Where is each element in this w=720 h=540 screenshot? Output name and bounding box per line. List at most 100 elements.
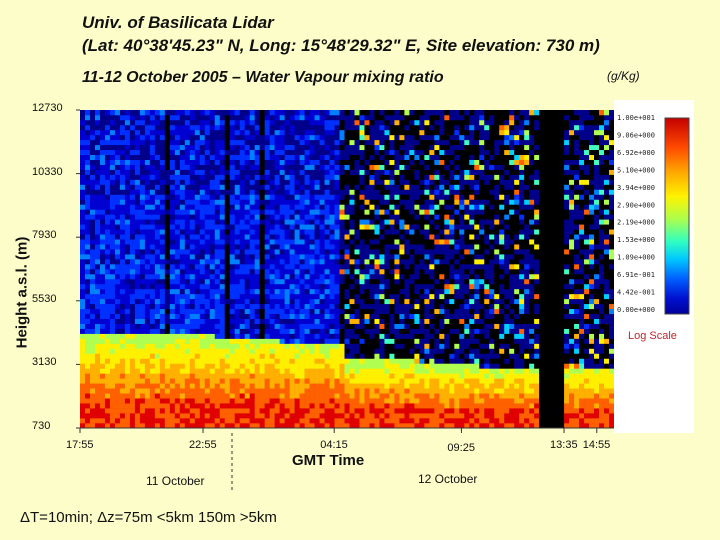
heatmap-cell: [204, 393, 211, 399]
heatmap-cell: [254, 403, 260, 409]
heatmap-cell: [389, 323, 395, 329]
heatmap-cell: [379, 164, 385, 170]
heatmap-cell: [99, 254, 106, 260]
heatmap-cell: [209, 184, 216, 190]
heatmap-cell: [184, 353, 191, 359]
heatmap-cell: [129, 308, 136, 315]
heatmap-cell: [159, 149, 166, 156]
heatmap-cell: [99, 328, 106, 334]
heatmap-cell: [109, 393, 116, 399]
heatmap-cell: [399, 368, 405, 374]
heatmap-cell: [219, 423, 226, 429]
heatmap-cell: [259, 149, 265, 156]
heatmap-cell: [254, 328, 260, 334]
heatmap-cell: [444, 119, 450, 126]
heatmap-cell: [139, 144, 146, 151]
heatmap-cell: [379, 288, 385, 295]
heatmap-cell: [294, 293, 300, 300]
heatmap-cell: [179, 293, 186, 300]
heatmap-cell: [80, 259, 86, 265]
heatmap-cell: [274, 283, 280, 290]
heatmap-cell: [339, 149, 345, 156]
heatmap-cell: [184, 239, 191, 245]
heatmap-cell: [334, 323, 340, 329]
heatmap-cell: [314, 169, 320, 175]
heatmap-cell: [444, 393, 450, 399]
heatmap-cell: [249, 343, 255, 349]
heatmap-cell: [289, 333, 295, 339]
heatmap-cell: [199, 164, 206, 170]
heatmap-cell: [419, 219, 425, 225]
heatmap-cell: [204, 423, 211, 429]
heatmap-cell: [299, 363, 305, 369]
heatmap-cell: [209, 373, 216, 379]
heatmap-cell: [234, 174, 240, 180]
heatmap-cell: [389, 264, 395, 270]
heatmap-cell: [214, 129, 221, 136]
heatmap-cell: [104, 219, 111, 225]
heatmap-cell: [194, 378, 201, 384]
heatmap-cell: [364, 398, 370, 404]
heatmap-cell: [434, 244, 440, 250]
heatmap-cell: [329, 114, 335, 121]
heatmap-cell: [304, 288, 310, 295]
heatmap-cell: [89, 388, 96, 394]
heatmap-cell: [349, 388, 355, 394]
heatmap-cell: [329, 313, 335, 319]
heatmap-cell: [459, 184, 465, 190]
heatmap-cell: [399, 403, 405, 409]
heatmap-cell: [369, 353, 375, 359]
heatmap-cell: [214, 134, 221, 141]
heatmap-cell: [289, 293, 295, 300]
heatmap-cell: [259, 134, 265, 141]
heatmap-cell: [84, 174, 91, 180]
heatmap-cell: [419, 234, 425, 240]
x-tick-label: 17:55: [66, 439, 94, 451]
heatmap-cell: [454, 229, 460, 235]
heatmap-cell: [389, 318, 395, 324]
heatmap-cell: [194, 318, 201, 324]
heatmap-cell: [429, 378, 435, 384]
heatmap-cell: [229, 363, 236, 369]
heatmap-cell: [129, 179, 136, 185]
heatmap-cell: [239, 129, 245, 136]
heatmap-cell: [139, 129, 146, 136]
heatmap-cell: [289, 154, 295, 160]
heatmap-cell: [439, 323, 445, 329]
heatmap-cell: [269, 318, 275, 324]
heatmap-cell: [129, 333, 136, 339]
heatmap-cell: [194, 149, 201, 156]
heatmap-cell: [89, 393, 96, 399]
heatmap-cell: [114, 164, 121, 170]
heatmap-cell: [199, 249, 206, 255]
heatmap-cell: [354, 348, 360, 354]
heatmap-cell: [264, 383, 270, 389]
heatmap-cell: [194, 114, 201, 121]
heatmap-cell: [434, 383, 440, 389]
heatmap-cell: [389, 110, 395, 116]
heatmap-cell: [169, 224, 176, 230]
heatmap-cell: [249, 214, 255, 220]
heatmap-cell: [194, 373, 201, 379]
heatmap-cell: [209, 348, 216, 354]
heatmap-cell: [289, 174, 295, 180]
heatmap-cell: [429, 179, 435, 185]
heatmap-cell: [309, 298, 315, 305]
heatmap-cell: [409, 328, 415, 334]
heatmap-cell: [174, 184, 181, 190]
heatmap-cell: [234, 368, 240, 374]
heatmap-cell: [89, 313, 96, 319]
heatmap-cell: [124, 259, 131, 265]
heatmap-cell: [109, 313, 116, 319]
heatmap-cell: [389, 338, 395, 344]
heatmap-cell: [159, 313, 166, 319]
heatmap-cell: [129, 209, 136, 215]
heatmap-cell: [364, 318, 370, 324]
heatmap-cell: [259, 383, 265, 389]
heatmap-cell: [194, 184, 201, 190]
heatmap-cell: [164, 144, 171, 151]
heatmap-cell: [234, 323, 240, 329]
heatmap-cell: [214, 234, 221, 240]
heatmap-cell: [294, 139, 300, 146]
heatmap-cell: [309, 308, 315, 315]
